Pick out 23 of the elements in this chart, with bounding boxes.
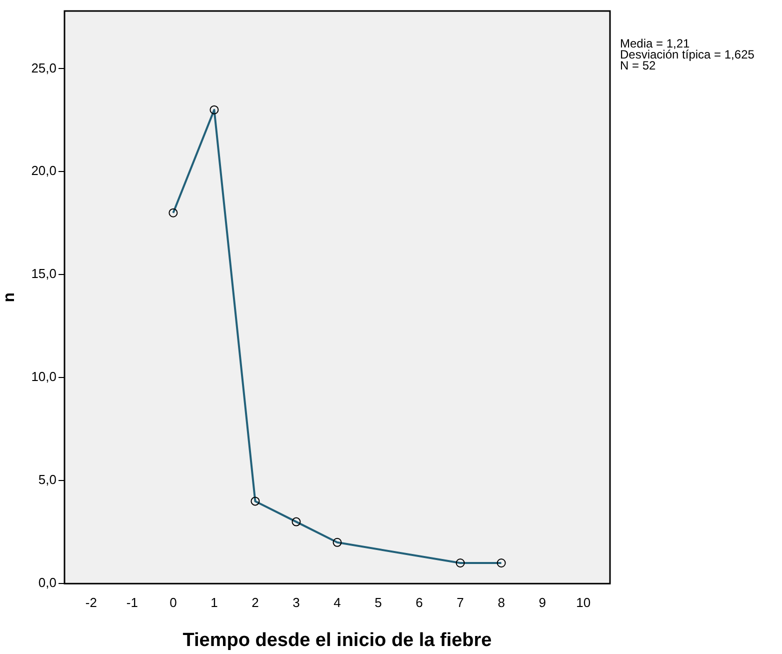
x-tick-label: 8 bbox=[498, 594, 505, 610]
x-tick-label: 3 bbox=[292, 594, 300, 610]
y-tick-label: 15,0 bbox=[31, 266, 56, 282]
text: N = 52 bbox=[620, 58, 656, 72]
x-tick-label: 6 bbox=[416, 594, 423, 610]
x-tick-label: 4 bbox=[334, 594, 341, 610]
x-tick-label: 7 bbox=[456, 594, 464, 610]
x-tick-label: -2 bbox=[85, 594, 97, 610]
x-axis-title: Tiempo desde el inicio de la fiebre bbox=[182, 630, 492, 651]
x-tick-label: 10 bbox=[576, 594, 591, 610]
x-tick-label: 9 bbox=[538, 594, 546, 610]
x-tick-label: 1 bbox=[210, 594, 218, 610]
y-tick-label: 0,0 bbox=[38, 575, 56, 590]
y-tick-label: 10,0 bbox=[31, 369, 56, 384]
x-tick-label: 2 bbox=[252, 594, 259, 610]
y-tick-label: 25,0 bbox=[31, 60, 56, 76]
x-tick-label: 0 bbox=[170, 594, 177, 610]
y-tick-label: 20,0 bbox=[31, 163, 56, 178]
text: Media = 1,21 bbox=[620, 36, 690, 50]
y-axis-title: n bbox=[1, 292, 18, 302]
x-tick-label: -1 bbox=[126, 594, 138, 610]
x-tick-label: 5 bbox=[374, 594, 382, 610]
y-tick-label: 5,0 bbox=[38, 472, 56, 488]
